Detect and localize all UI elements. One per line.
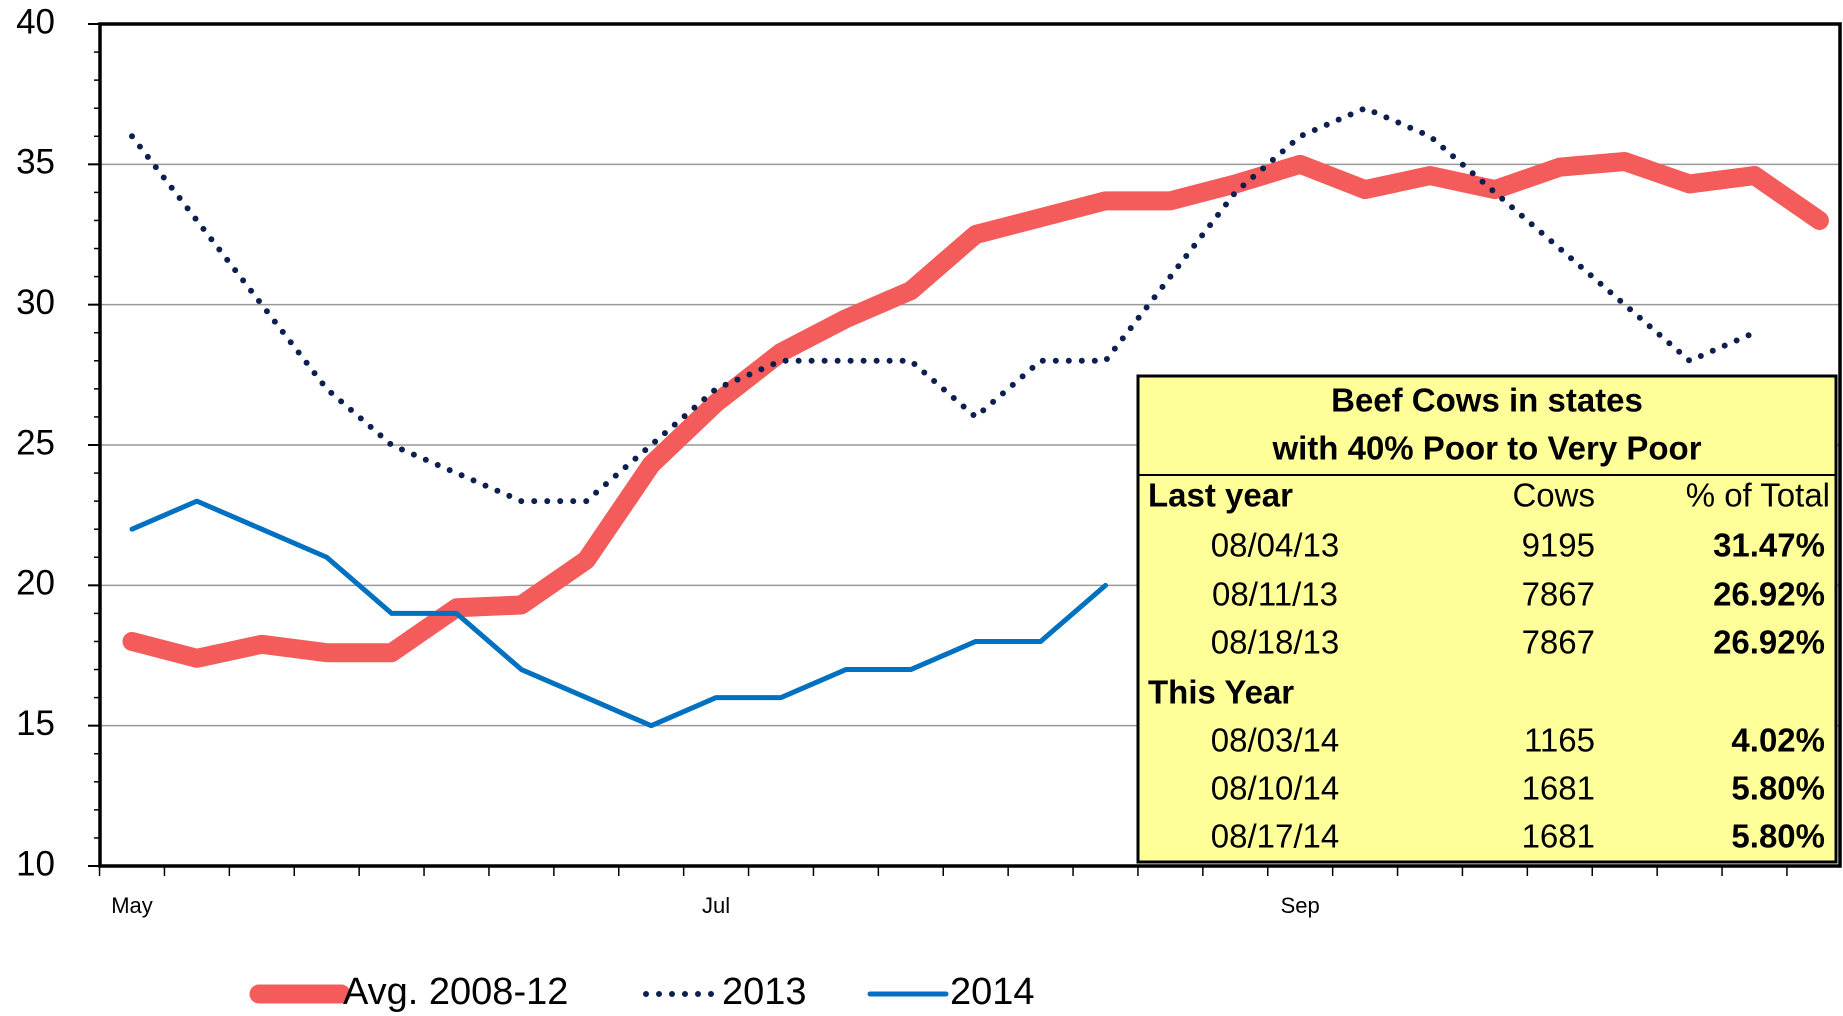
legend-label: Avg. 2008-12 bbox=[343, 971, 568, 1013]
x-tick-label: Jul bbox=[702, 893, 730, 918]
inset-cows: 9195 bbox=[1522, 527, 1595, 564]
inset-date: 08/18/13 bbox=[1211, 624, 1339, 661]
inset-percent: 4.02% bbox=[1731, 722, 1825, 759]
inset-header: Last year bbox=[1148, 477, 1293, 514]
y-tick-label: 10 bbox=[16, 844, 55, 883]
inset-cows: 7867 bbox=[1522, 624, 1595, 661]
inset-percent: 31.47% bbox=[1713, 527, 1825, 564]
inset-cows: 1165 bbox=[1524, 722, 1595, 759]
line-series bbox=[129, 498, 1108, 729]
y-tick-label: 15 bbox=[16, 704, 55, 743]
y-tick-label: 40 bbox=[16, 2, 55, 41]
inset-percent: 26.92% bbox=[1713, 624, 1825, 661]
inset-cows: 1681 bbox=[1522, 818, 1595, 855]
inset-percent: 5.80% bbox=[1731, 818, 1825, 855]
inset-date: 08/10/14 bbox=[1211, 770, 1339, 807]
inset-box bbox=[1136, 374, 1838, 864]
inset-title: with 40% Poor to Very Poor bbox=[1271, 430, 1701, 467]
y-tick-label: 30 bbox=[16, 283, 55, 322]
inset-title: Beef Cows in states bbox=[1331, 382, 1643, 419]
y-tick-label: 35 bbox=[16, 143, 55, 182]
x-tick-label: Sep bbox=[1281, 893, 1320, 918]
inset-percent: 5.80% bbox=[1731, 770, 1825, 807]
plot-frame bbox=[98, 22, 1842, 868]
inset-section: This Year bbox=[1148, 674, 1294, 711]
inset-date: 08/11/13 bbox=[1212, 576, 1338, 613]
inset-date: 08/17/14 bbox=[1211, 818, 1339, 855]
inset-header: % of Total bbox=[1686, 477, 1830, 514]
inset-cows: 1681 bbox=[1522, 770, 1595, 807]
legend-label: 2014 bbox=[950, 971, 1035, 1013]
inset-header: Cows bbox=[1512, 477, 1595, 514]
line-series bbox=[122, 152, 1829, 668]
line-series bbox=[129, 105, 1758, 505]
y-tick-label: 20 bbox=[16, 564, 55, 603]
inset-percent: 26.92% bbox=[1713, 576, 1825, 613]
y-tick-label: 25 bbox=[16, 423, 55, 462]
x-tick-label: May bbox=[111, 893, 153, 918]
inset-date: 08/03/14 bbox=[1211, 722, 1339, 759]
inset-cows: 7867 bbox=[1522, 576, 1595, 613]
inset-date: 08/04/13 bbox=[1211, 527, 1339, 564]
legend-label: 2013 bbox=[722, 971, 807, 1013]
